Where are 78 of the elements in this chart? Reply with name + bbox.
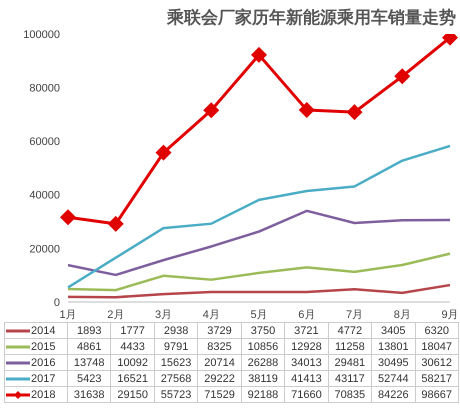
data-label: 84226 [372, 386, 415, 402]
data-label: 29222 [198, 370, 242, 386]
line-series [66, 284, 452, 298]
point [156, 144, 172, 161]
data-label: 6320 [415, 322, 458, 338]
data-label: 41413 [284, 370, 328, 386]
legend-label: 2017 [31, 372, 56, 384]
data-label: 71660 [284, 386, 328, 402]
legend-label: 2018 [31, 388, 56, 400]
data-label: 55723 [154, 386, 198, 402]
chart-title: 乘联会厂家历年新能源乘用车销量走势 [167, 7, 456, 29]
data-label: 98667 [415, 386, 458, 402]
line-series [66, 210, 452, 276]
data-label: 4433 [110, 338, 154, 354]
data-label: 58217 [415, 370, 458, 386]
x-tick-label: 1月 [59, 308, 77, 321]
x-tick-label: 7月 [346, 308, 364, 321]
point [298, 102, 315, 118]
x-tick-label: 6月 [298, 308, 316, 321]
data-label: 43117 [328, 370, 372, 386]
data-label: 3405 [372, 322, 415, 338]
point [251, 46, 267, 63]
legend-label: 2014 [31, 324, 56, 336]
data-label: 9791 [154, 338, 198, 354]
data-label: 15623 [154, 354, 198, 370]
legend-label: 2015 [31, 340, 56, 352]
x-tick-label: 5月 [250, 308, 268, 321]
y-tick-label: 40000 [29, 190, 60, 202]
point [60, 209, 76, 226]
line-series [66, 144, 452, 289]
data-label: 71529 [198, 386, 242, 402]
data-label: 38119 [241, 370, 285, 386]
y-tick-label: 0 [54, 296, 60, 309]
data-label: 5423 [68, 370, 111, 386]
data-label: 13801 [372, 338, 415, 354]
data-label: 29150 [110, 386, 154, 402]
point [203, 102, 220, 118]
data-label: 26288 [241, 354, 285, 370]
data-label: 31638 [68, 386, 111, 402]
data-label: 2938 [154, 322, 198, 338]
data-label: 20714 [198, 354, 242, 370]
y-tick-label: 60000 [29, 136, 60, 148]
x-tick-label: 3月 [154, 308, 172, 321]
line-series [66, 252, 452, 292]
data-label: 3721 [284, 322, 328, 338]
data-label: 10092 [110, 354, 154, 370]
data-label: 1893 [68, 322, 111, 338]
data-label: 52744 [372, 370, 415, 386]
data-label: 10856 [241, 338, 285, 354]
data-label: 12928 [284, 338, 328, 354]
data-label: 4772 [328, 322, 372, 338]
x-tick-label: 8月 [394, 308, 411, 321]
x-tick-label: 9月 [441, 308, 459, 321]
point [108, 216, 124, 232]
data-label: 70835 [328, 386, 372, 402]
legend-label: 2016 [31, 356, 56, 368]
data-label: 11258 [328, 338, 372, 354]
point [394, 68, 410, 84]
y-tick-label: 100000 [23, 28, 60, 41]
data-label: 3750 [241, 322, 285, 338]
data-label: 30495 [372, 354, 415, 370]
y-tick-label: 80000 [29, 82, 60, 95]
data-label: 4861 [68, 338, 111, 354]
data-label: 29481 [328, 354, 372, 370]
data-label: 16521 [110, 370, 154, 386]
data-label: 1777 [110, 322, 154, 338]
data-label: 3729 [198, 322, 242, 338]
data-label: 30612 [415, 354, 458, 370]
data-label: 92188 [241, 386, 285, 402]
x-tick-label: 2月 [107, 308, 124, 321]
data-label: 34013 [284, 354, 328, 370]
data-label: 18047 [415, 338, 458, 354]
data-label: 27568 [154, 370, 198, 386]
x-tick-label: 4月 [202, 308, 220, 321]
point [346, 104, 362, 120]
data-label: 8325 [198, 338, 242, 354]
data-label: 13748 [68, 354, 111, 370]
y-tick-label: 20000 [29, 243, 60, 256]
